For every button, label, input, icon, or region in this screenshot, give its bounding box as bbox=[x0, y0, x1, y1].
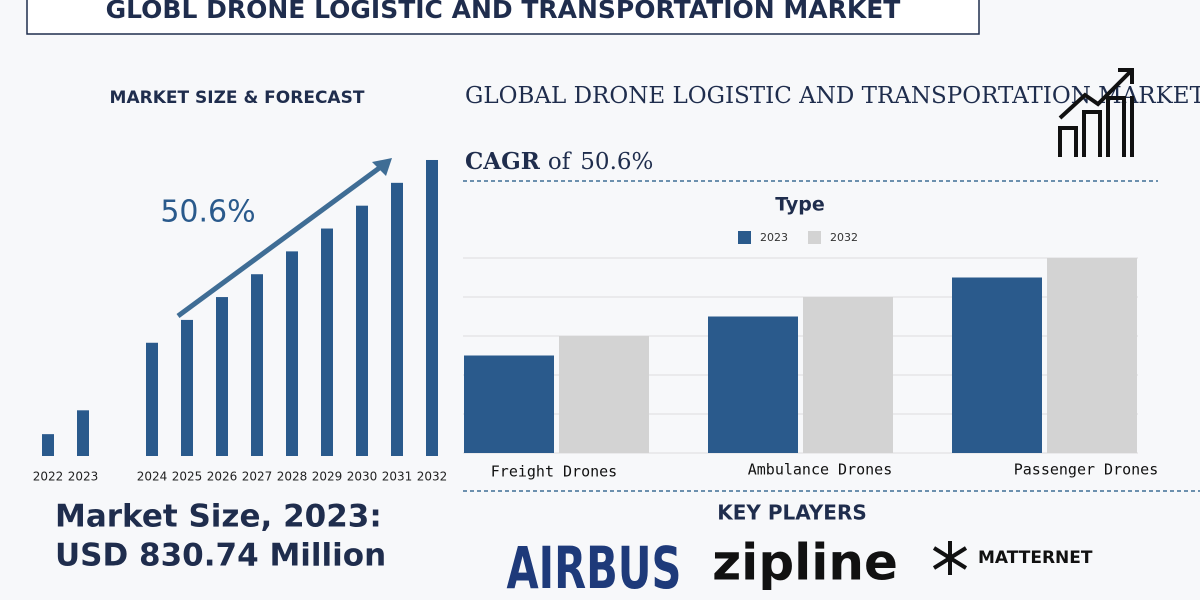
player-logo: zipline bbox=[712, 534, 898, 592]
cagr-value: 50.6% bbox=[580, 149, 653, 175]
bar bbox=[464, 355, 554, 453]
x-tick-label: 2022 bbox=[33, 470, 64, 484]
bar bbox=[181, 319, 193, 456]
market-size-value: USD 830.74 Million bbox=[55, 538, 386, 574]
market-size-label: Market Size, 2023: bbox=[55, 499, 382, 535]
x-tick-label: 2026 bbox=[207, 470, 238, 484]
bar bbox=[559, 336, 649, 453]
bar bbox=[146, 342, 158, 456]
bar bbox=[42, 434, 54, 456]
bar bbox=[708, 316, 798, 453]
chart-title: MARKET SIZE & FORECAST bbox=[110, 88, 365, 108]
key-players-title: KEY PLAYERS bbox=[717, 501, 867, 525]
bar bbox=[216, 297, 228, 456]
bar bbox=[356, 205, 368, 456]
x-tick-label: 2031 bbox=[382, 470, 413, 484]
player-logo: AIRBUS bbox=[507, 534, 682, 600]
player-logo: MATTERNET bbox=[978, 548, 1093, 568]
bar bbox=[1047, 258, 1137, 453]
x-tick-label: 2028 bbox=[277, 470, 308, 484]
x-tick-label: 2024 bbox=[137, 470, 168, 484]
bar bbox=[803, 297, 893, 453]
of-text: of bbox=[548, 149, 572, 175]
x-tick-label: 2027 bbox=[242, 470, 273, 484]
chart-title: Type bbox=[775, 194, 825, 216]
bar bbox=[952, 277, 1042, 453]
x-tick-label: 2030 bbox=[347, 470, 378, 484]
bar bbox=[321, 228, 333, 456]
legend-label: 2032 bbox=[830, 231, 858, 244]
legend-label: 2023 bbox=[760, 231, 788, 244]
bar bbox=[391, 182, 403, 457]
headline-cagr: CAGR of 50.6% bbox=[465, 148, 653, 175]
legend-swatch bbox=[808, 231, 821, 244]
x-tick-label: 2025 bbox=[172, 470, 203, 484]
cagr-label: CAGR bbox=[465, 148, 541, 175]
bar bbox=[286, 251, 298, 456]
x-tick-label: 2029 bbox=[312, 470, 343, 484]
arrow-head bbox=[372, 158, 392, 176]
bar bbox=[251, 274, 263, 456]
x-tick-label: Ambulance Drones bbox=[748, 461, 893, 479]
matternet-icon bbox=[932, 541, 968, 575]
x-tick-label: 2023 bbox=[68, 470, 99, 484]
headline: GLOBAL DRONE LOGISTIC AND TRANSPORTATION… bbox=[465, 83, 1200, 109]
x-tick-label: Passenger Drones bbox=[1014, 461, 1159, 479]
growth-icon bbox=[1058, 68, 1134, 157]
x-tick-label: 2032 bbox=[417, 470, 448, 484]
trend-arrow bbox=[176, 163, 384, 319]
bar bbox=[426, 159, 438, 456]
bar bbox=[77, 410, 89, 456]
page-title: GLOBL DRONE LOGISTIC AND TRANSPORTATION … bbox=[106, 0, 901, 24]
cagr-annotation: 50.6% bbox=[160, 195, 255, 230]
title-box bbox=[26, 0, 980, 35]
legend-swatch bbox=[738, 231, 751, 244]
x-tick-label: Freight Drones bbox=[491, 463, 617, 481]
